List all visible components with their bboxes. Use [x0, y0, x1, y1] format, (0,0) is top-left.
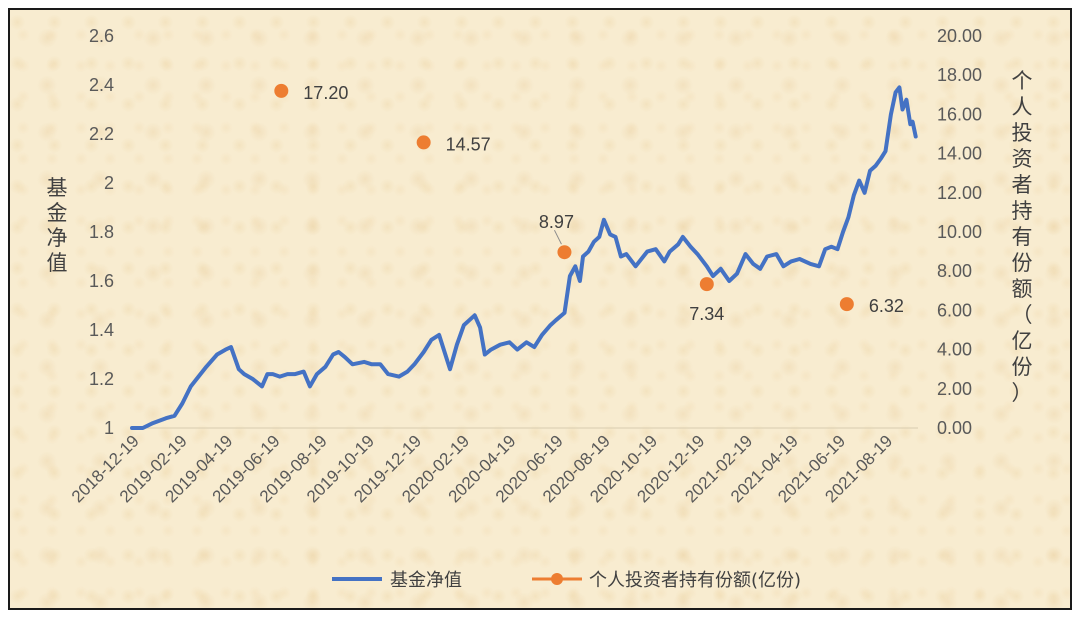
data-label-leader: [554, 229, 562, 245]
left-axis-title: 基金净值: [47, 176, 68, 275]
left-tick-label: 1.8: [89, 222, 114, 242]
legend: 基金净值 个人投资者持有份额(亿份): [332, 570, 801, 591]
left-axis-ticks: 1 1.2 1.4 1.6 1.8 2 2.2 2.4 2.6: [89, 26, 114, 438]
right-axis-title: 个人投资者持有份额（亿份）: [1012, 69, 1033, 405]
shares-point: [839, 297, 854, 312]
right-tick-label: 4.00: [937, 340, 972, 360]
right-tick-label: 6.00: [937, 300, 972, 320]
right-axis-ticks: 0.00 2.00 4.00 6.00 8.00 10.00 12.00 14.00 16.00…: [937, 26, 982, 438]
left-tick-label: 1.2: [89, 369, 114, 389]
shares-point: [557, 245, 572, 260]
right-tick-label: 12.00: [937, 183, 982, 203]
right-tick-label: 2.00: [937, 379, 972, 399]
shares-point: [699, 277, 714, 292]
nav-series-line: [130, 85, 918, 430]
left-tick-label: 1.6: [89, 271, 114, 291]
shares-data-label: 7.34: [689, 304, 724, 324]
legend-marker-swatch: [551, 573, 563, 585]
left-tick-label: 2.2: [89, 124, 114, 144]
right-tick-label: 8.00: [937, 261, 972, 281]
shares-data-label: 6.32: [869, 296, 904, 316]
series-layer: [130, 85, 918, 430]
shares-point: [416, 135, 431, 150]
left-tick-label: 1: [104, 418, 114, 438]
right-tick-label: 16.00: [937, 104, 982, 124]
shares-point: [274, 83, 289, 98]
right-tick-label: 10.00: [937, 222, 982, 242]
left-tick-label: 1.4: [89, 320, 114, 340]
right-tick-label: 20.00: [937, 26, 982, 46]
shares-data-label: 14.57: [446, 134, 491, 154]
x-axis-ticks: 2018-12-192019-02-192019-04-192019-06-19…: [68, 431, 896, 506]
shares-data-label: 8.97: [539, 212, 574, 232]
right-tick-label: 14.00: [937, 144, 982, 164]
left-tick-label: 2: [104, 173, 114, 193]
left-tick-label: 2.4: [89, 75, 114, 95]
chart-area: 1 1.2 1.4 1.6 1.8 2 2.2 2.4 2.6 0.00 2.00 4.00 6.00…: [47, 26, 1033, 591]
legend-label-shares: 个人投资者持有份额(亿份): [589, 570, 801, 591]
marker-layer: 17.20 14.57 8.97 7.34 6.32: [274, 83, 904, 324]
legend-label-nav: 基金净值: [390, 570, 462, 591]
right-tick-label: 18.00: [937, 65, 982, 85]
right-tick-label: 0.00: [937, 418, 972, 438]
chart-frame: 1 1.2 1.4 1.6 1.8 2 2.2 2.4 2.6 0.00 2.00 4.00 6.00…: [8, 8, 1072, 610]
shares-data-label: 17.20: [303, 83, 348, 103]
left-tick-label: 2.6: [89, 26, 114, 46]
